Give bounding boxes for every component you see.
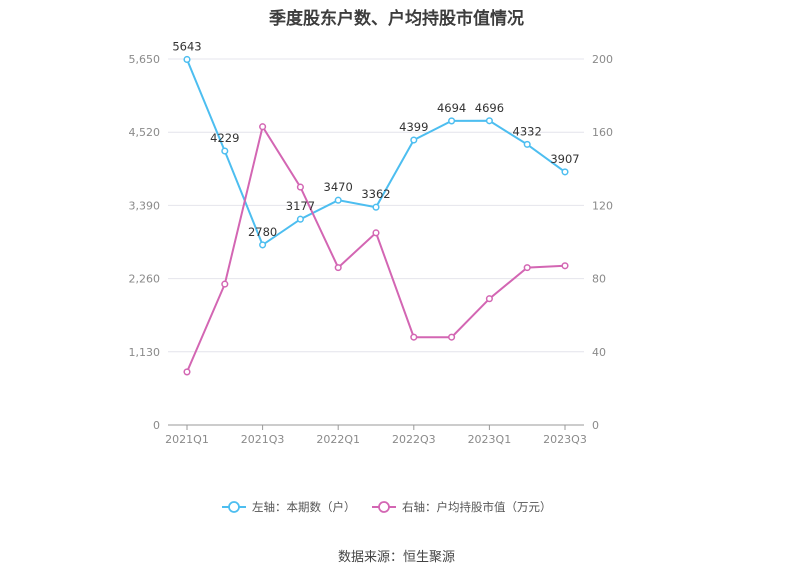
y-right-tick-label: 40: [592, 346, 606, 359]
data-point-right: [334, 264, 342, 272]
y-right-tick-label: 120: [592, 199, 613, 212]
legend-label: 左轴：本期数（户）: [252, 500, 356, 514]
series-line-left: [186, 59, 566, 247]
y-left-tick-label: 3,390: [129, 199, 161, 212]
x-tick-label: 2023Q3: [543, 433, 587, 446]
data-point-left: [485, 117, 493, 125]
data-point-right: [183, 368, 191, 376]
data-label: 2780: [248, 225, 277, 239]
data-label: 4399: [399, 120, 428, 134]
y-right-tick-label: 160: [592, 126, 613, 139]
data-point-left: [372, 203, 380, 211]
y-left-tick-label: 1,130: [129, 346, 161, 359]
data-point-left: [410, 136, 418, 144]
y-right-tick-label: 80: [592, 273, 606, 286]
data-source: 数据来源：恒生聚源: [337, 550, 455, 565]
data-point-left: [561, 168, 569, 176]
data-point-left: [523, 140, 531, 148]
data-point-left: [259, 241, 267, 249]
data-point-right: [259, 123, 267, 131]
data-point-left: [296, 215, 304, 223]
data-label: 4694: [437, 101, 466, 115]
data-point-right: [561, 262, 569, 270]
data-label: 3470: [324, 180, 353, 194]
axes: 0 0 1,130 40 2,260 80 3,390 120 4,520 160 5,650 200…: [129, 53, 614, 446]
data-points: [183, 55, 569, 376]
data-label: 4229: [210, 131, 239, 145]
x-tick-label: 2021Q1: [165, 433, 209, 446]
data-point-right: [410, 333, 418, 341]
data-point-right: [296, 183, 304, 191]
data-label: 5643: [172, 39, 201, 53]
data-point-right: [221, 280, 229, 288]
data-point-right: [372, 229, 380, 237]
data-point-right: [448, 333, 456, 341]
legend-marker: [378, 501, 390, 513]
y-left-tick-label: 5,650: [129, 53, 161, 66]
legend: 左轴：本期数（户） 右轴：户均持股市值（万元）: [222, 500, 552, 514]
y-left-tick-label: 2,260: [129, 273, 161, 286]
y-left-tick-label: 0: [153, 419, 160, 432]
data-point-right: [523, 264, 531, 272]
data-point-left: [334, 196, 342, 204]
data-label: 4696: [475, 101, 504, 115]
y-right-tick-label: 0: [592, 419, 599, 432]
data-label: 4332: [513, 124, 542, 138]
data-label: 3177: [286, 199, 315, 213]
x-tick-label: 2023Q1: [468, 433, 512, 446]
x-tick-label: 2021Q3: [241, 433, 285, 446]
legend-marker: [228, 501, 240, 513]
chart-title: 季度股东户数、户均持股市值情况: [269, 9, 524, 29]
y-right-tick-label: 200: [592, 53, 613, 66]
x-tick-label: 2022Q1: [316, 433, 360, 446]
data-point-right: [485, 295, 493, 303]
data-point-left: [448, 117, 456, 125]
data-labels: 5643 4229 2780 3177 3470 3362 4399 4694 4696 4332…: [172, 39, 579, 238]
data-point-left: [221, 147, 229, 155]
data-point-left: [183, 55, 191, 64]
series-lines: [186, 59, 566, 373]
series-line-right: [186, 124, 566, 373]
data-label: 3907: [550, 152, 579, 166]
legend-label: 右轴：户均持股市值（万元）: [402, 500, 552, 514]
y-left-tick-label: 4,520: [129, 126, 161, 139]
x-tick-label: 2022Q3: [392, 433, 436, 446]
data-label: 3362: [361, 187, 390, 201]
